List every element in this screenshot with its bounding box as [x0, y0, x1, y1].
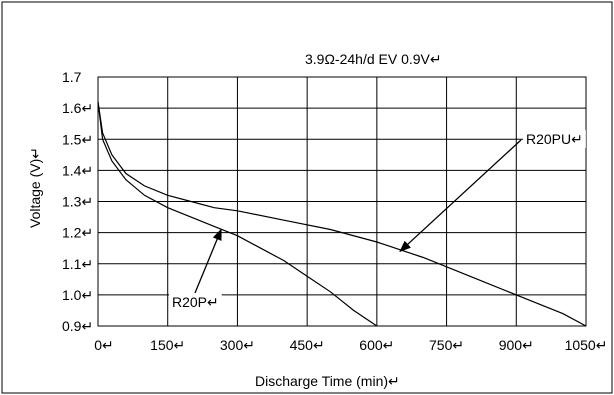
- y-tick-label: 1.5↵: [62, 131, 93, 147]
- annotation-label: R20PU↵: [526, 131, 583, 147]
- y-axis-label: Voltage (V)↵: [27, 147, 43, 228]
- chart-title: 3.9Ω-24h/d EV 0.9V↵: [305, 51, 442, 67]
- annotation-box: [523, 130, 586, 148]
- y-tick-label: 1.0↵: [62, 287, 93, 303]
- y-tick-label: 1.3↵: [62, 194, 93, 210]
- x-tick-label: 750↵: [429, 337, 464, 353]
- y-tick-label: 1.7: [62, 69, 82, 85]
- x-tick-label: 1050↵: [565, 337, 608, 353]
- y-tick-label: 1.4↵: [62, 162, 93, 178]
- grid: [97, 76, 587, 327]
- x-tick-label: 600↵: [359, 337, 394, 353]
- y-tick-label: 1.2↵: [62, 225, 93, 241]
- annotation-label: R20P↵: [172, 294, 219, 310]
- x-tick-label: 0↵: [94, 337, 114, 353]
- y-tick-label: 1.1↵: [62, 256, 93, 272]
- annotation-arrow: [399, 139, 522, 253]
- y-tick-label: 1.6↵: [62, 100, 93, 116]
- annotation-box: [169, 293, 222, 311]
- x-tick-label: 150↵: [150, 337, 185, 353]
- series-line: [97, 101, 587, 327]
- series-lines: [97, 101, 587, 327]
- y-tick-label: 0.9↵: [62, 318, 93, 334]
- series-line: [97, 101, 378, 327]
- tick-labels: 0↵ 150↵ 300↵ 450↵ 600↵ 750↵ 900↵ 1050↵ 1.7 1.6↵ 1.…: [62, 69, 607, 353]
- x-tick-label: 450↵: [290, 337, 325, 353]
- x-axis-label: Discharge Time (min)↵: [255, 373, 400, 389]
- annotation-arrow: [194, 228, 222, 294]
- x-tick-label: 900↵: [499, 337, 534, 353]
- x-tick-label: 300↵: [220, 337, 255, 353]
- annotations: R20P↵ R20PU↵: [169, 130, 586, 311]
